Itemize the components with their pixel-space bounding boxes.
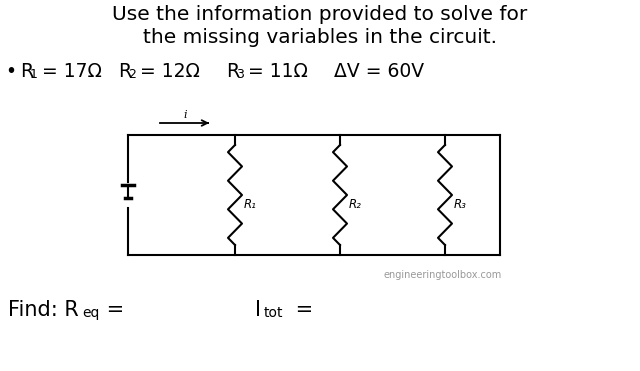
Text: •: • bbox=[5, 62, 16, 81]
Text: engineeringtoolbox.com: engineeringtoolbox.com bbox=[384, 270, 502, 280]
Text: 2: 2 bbox=[128, 68, 136, 81]
Text: 1: 1 bbox=[30, 68, 38, 81]
Text: R₂: R₂ bbox=[349, 198, 362, 211]
Text: R: R bbox=[20, 62, 33, 81]
Text: 3: 3 bbox=[236, 68, 244, 81]
Text: R₁: R₁ bbox=[244, 198, 257, 211]
Text: eq: eq bbox=[82, 306, 99, 320]
Text: = 12Ω: = 12Ω bbox=[134, 62, 200, 81]
Text: Use the information provided to solve for: Use the information provided to solve fo… bbox=[113, 5, 527, 24]
Text: R: R bbox=[226, 62, 239, 81]
Text: = 17Ω: = 17Ω bbox=[36, 62, 102, 81]
Text: R: R bbox=[118, 62, 131, 81]
Text: i: i bbox=[183, 110, 187, 120]
Text: Find: R: Find: R bbox=[8, 300, 79, 320]
Text: R₃: R₃ bbox=[454, 198, 467, 211]
Text: =: = bbox=[289, 300, 313, 320]
Text: =: = bbox=[100, 300, 124, 320]
Text: I: I bbox=[255, 300, 261, 320]
Text: tot: tot bbox=[264, 306, 284, 320]
Text: the missing variables in the circuit.: the missing variables in the circuit. bbox=[143, 28, 497, 47]
Text: ΔV = 60V: ΔV = 60V bbox=[334, 62, 424, 81]
Text: = 11Ω: = 11Ω bbox=[242, 62, 308, 81]
